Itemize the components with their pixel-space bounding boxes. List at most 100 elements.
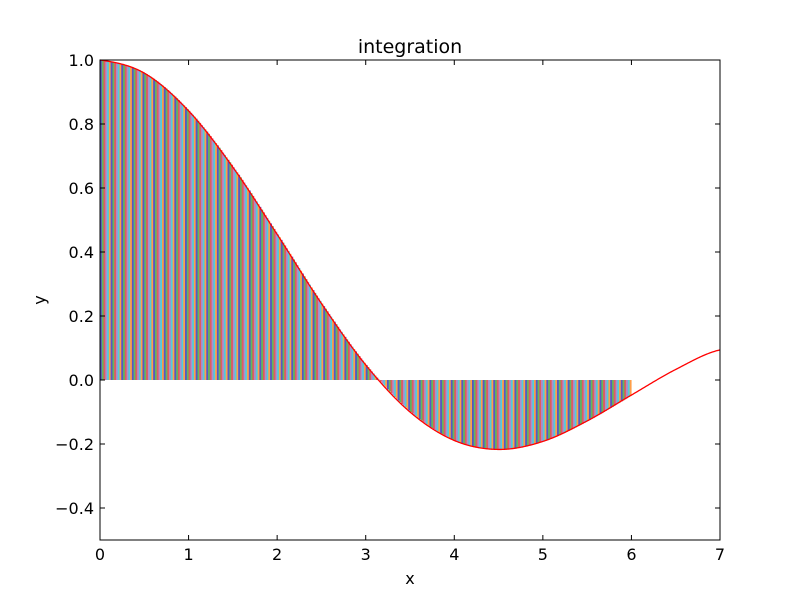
fill-bar bbox=[186, 109, 189, 380]
fill-bar bbox=[169, 91, 172, 381]
fill-bar bbox=[289, 253, 292, 380]
fill-bar bbox=[190, 112, 193, 380]
fill-bar bbox=[626, 380, 629, 399]
fill-bar bbox=[468, 380, 471, 446]
fill-bar bbox=[278, 237, 281, 380]
fill-bar bbox=[553, 380, 556, 438]
fill-bar bbox=[604, 380, 607, 411]
y-tick-label: 0.4 bbox=[69, 243, 94, 262]
fill-bar bbox=[123, 64, 125, 380]
x-axis-label: x bbox=[405, 569, 414, 588]
fill-bar bbox=[303, 276, 306, 380]
fill-bar bbox=[185, 107, 187, 380]
fill-bar bbox=[448, 380, 451, 439]
fill-bar bbox=[505, 380, 508, 450]
fill-bar bbox=[402, 380, 405, 406]
fill-bar bbox=[208, 133, 210, 380]
fill-bar bbox=[399, 380, 402, 403]
y-tick-label: 0.6 bbox=[69, 179, 94, 198]
fill-bar bbox=[239, 177, 242, 380]
x-tick-label: 3 bbox=[361, 545, 371, 564]
fill-bar bbox=[482, 380, 485, 449]
fill-bar bbox=[177, 99, 180, 381]
y-tick-label: −0.4 bbox=[55, 499, 94, 518]
fill-bar bbox=[521, 380, 524, 448]
fill-bar bbox=[392, 380, 395, 396]
fill-bar bbox=[188, 110, 191, 380]
fill-bar bbox=[105, 60, 108, 381]
fill-bar bbox=[220, 150, 223, 380]
fill-bar bbox=[500, 380, 503, 450]
fill-bar bbox=[594, 380, 597, 418]
fill-bar bbox=[518, 380, 520, 448]
fill-bar bbox=[479, 380, 482, 448]
fill-bar bbox=[247, 187, 249, 380]
fill-bar bbox=[328, 313, 331, 380]
fill-bar bbox=[587, 380, 590, 421]
fill-bar bbox=[179, 101, 182, 380]
fill-bar bbox=[163, 87, 166, 380]
y-tick-label: −0.2 bbox=[55, 435, 94, 454]
fill-bar bbox=[583, 380, 586, 423]
fill-bar bbox=[261, 209, 264, 380]
function-curve-line bbox=[99, 59, 721, 451]
fill-bar bbox=[216, 145, 219, 380]
fill-bar bbox=[627, 380, 630, 398]
fill-bar bbox=[121, 63, 124, 380]
fill-bar bbox=[348, 341, 350, 380]
fill-bar bbox=[585, 380, 588, 422]
fill-bar bbox=[555, 380, 558, 437]
fill-bar bbox=[114, 62, 117, 381]
fill-bar bbox=[340, 331, 343, 380]
fill-bar bbox=[128, 66, 131, 380]
fill-bar bbox=[397, 380, 400, 401]
fill-bar bbox=[441, 380, 444, 435]
fill-bar bbox=[443, 380, 446, 436]
fill-bar bbox=[326, 311, 329, 380]
fill-bar bbox=[557, 380, 559, 436]
fill-bar bbox=[101, 60, 104, 380]
fill-bar bbox=[287, 251, 290, 380]
fill-bar bbox=[549, 380, 552, 439]
fill-bar bbox=[622, 380, 625, 401]
fill-bar bbox=[144, 73, 147, 381]
fill-bar bbox=[475, 380, 478, 448]
fill-bar bbox=[280, 239, 283, 380]
fill-bar bbox=[576, 380, 579, 427]
fill-bar bbox=[227, 159, 230, 380]
fill-bar bbox=[232, 167, 235, 380]
fill-bar bbox=[519, 380, 522, 448]
fill-bar bbox=[165, 88, 168, 380]
fill-bar bbox=[496, 380, 499, 450]
fill-bar bbox=[541, 380, 544, 442]
fill-bar bbox=[192, 114, 195, 380]
y-axis-label: y bbox=[30, 295, 49, 304]
fill-bar bbox=[174, 96, 177, 380]
fill-bar bbox=[495, 380, 497, 450]
fill-bar bbox=[294, 262, 297, 380]
fill-bar bbox=[225, 157, 228, 380]
fill-bar bbox=[530, 380, 533, 446]
fill-bar bbox=[425, 380, 428, 425]
fill-bar bbox=[349, 344, 352, 380]
y-tick-label: 0.2 bbox=[69, 307, 94, 326]
fill-bar bbox=[433, 380, 435, 430]
fill-bar bbox=[300, 270, 303, 380]
fill-bar bbox=[408, 380, 411, 411]
fill-bar bbox=[514, 380, 517, 449]
fill-bar bbox=[215, 143, 218, 380]
fill-bar bbox=[312, 290, 315, 380]
fill-bar bbox=[211, 138, 214, 380]
fill-bar bbox=[574, 380, 577, 428]
fill-bar bbox=[420, 380, 423, 421]
fill-bar bbox=[337, 326, 340, 380]
fill-bar bbox=[234, 169, 237, 380]
fill-bar bbox=[167, 90, 170, 380]
fill-bar bbox=[346, 339, 349, 380]
fill-bar bbox=[463, 380, 466, 444]
fill-bar bbox=[452, 380, 455, 440]
y-tick-label: 1.0 bbox=[69, 51, 94, 70]
fill-bar bbox=[551, 380, 554, 439]
fill-bar bbox=[133, 67, 136, 380]
